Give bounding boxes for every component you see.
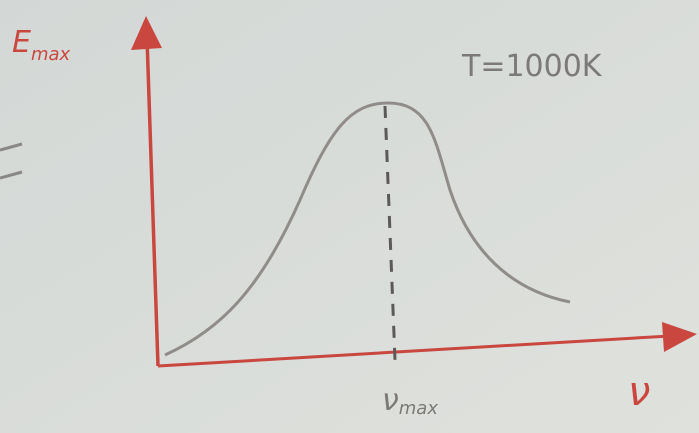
y-symbol: E bbox=[12, 25, 31, 60]
temperature-label: T=1000K bbox=[461, 49, 603, 84]
peak-subscript: max bbox=[399, 398, 439, 419]
page: {"y_axis": {"symbol": "E", "subscript": … bbox=[0, 0, 699, 433]
y-subscript: max bbox=[31, 44, 71, 65]
peak-symbol: ν bbox=[382, 383, 399, 418]
diagram: Emax T=1000K νmax ν bbox=[0, 0, 699, 433]
x-axis-label: ν bbox=[628, 369, 650, 415]
